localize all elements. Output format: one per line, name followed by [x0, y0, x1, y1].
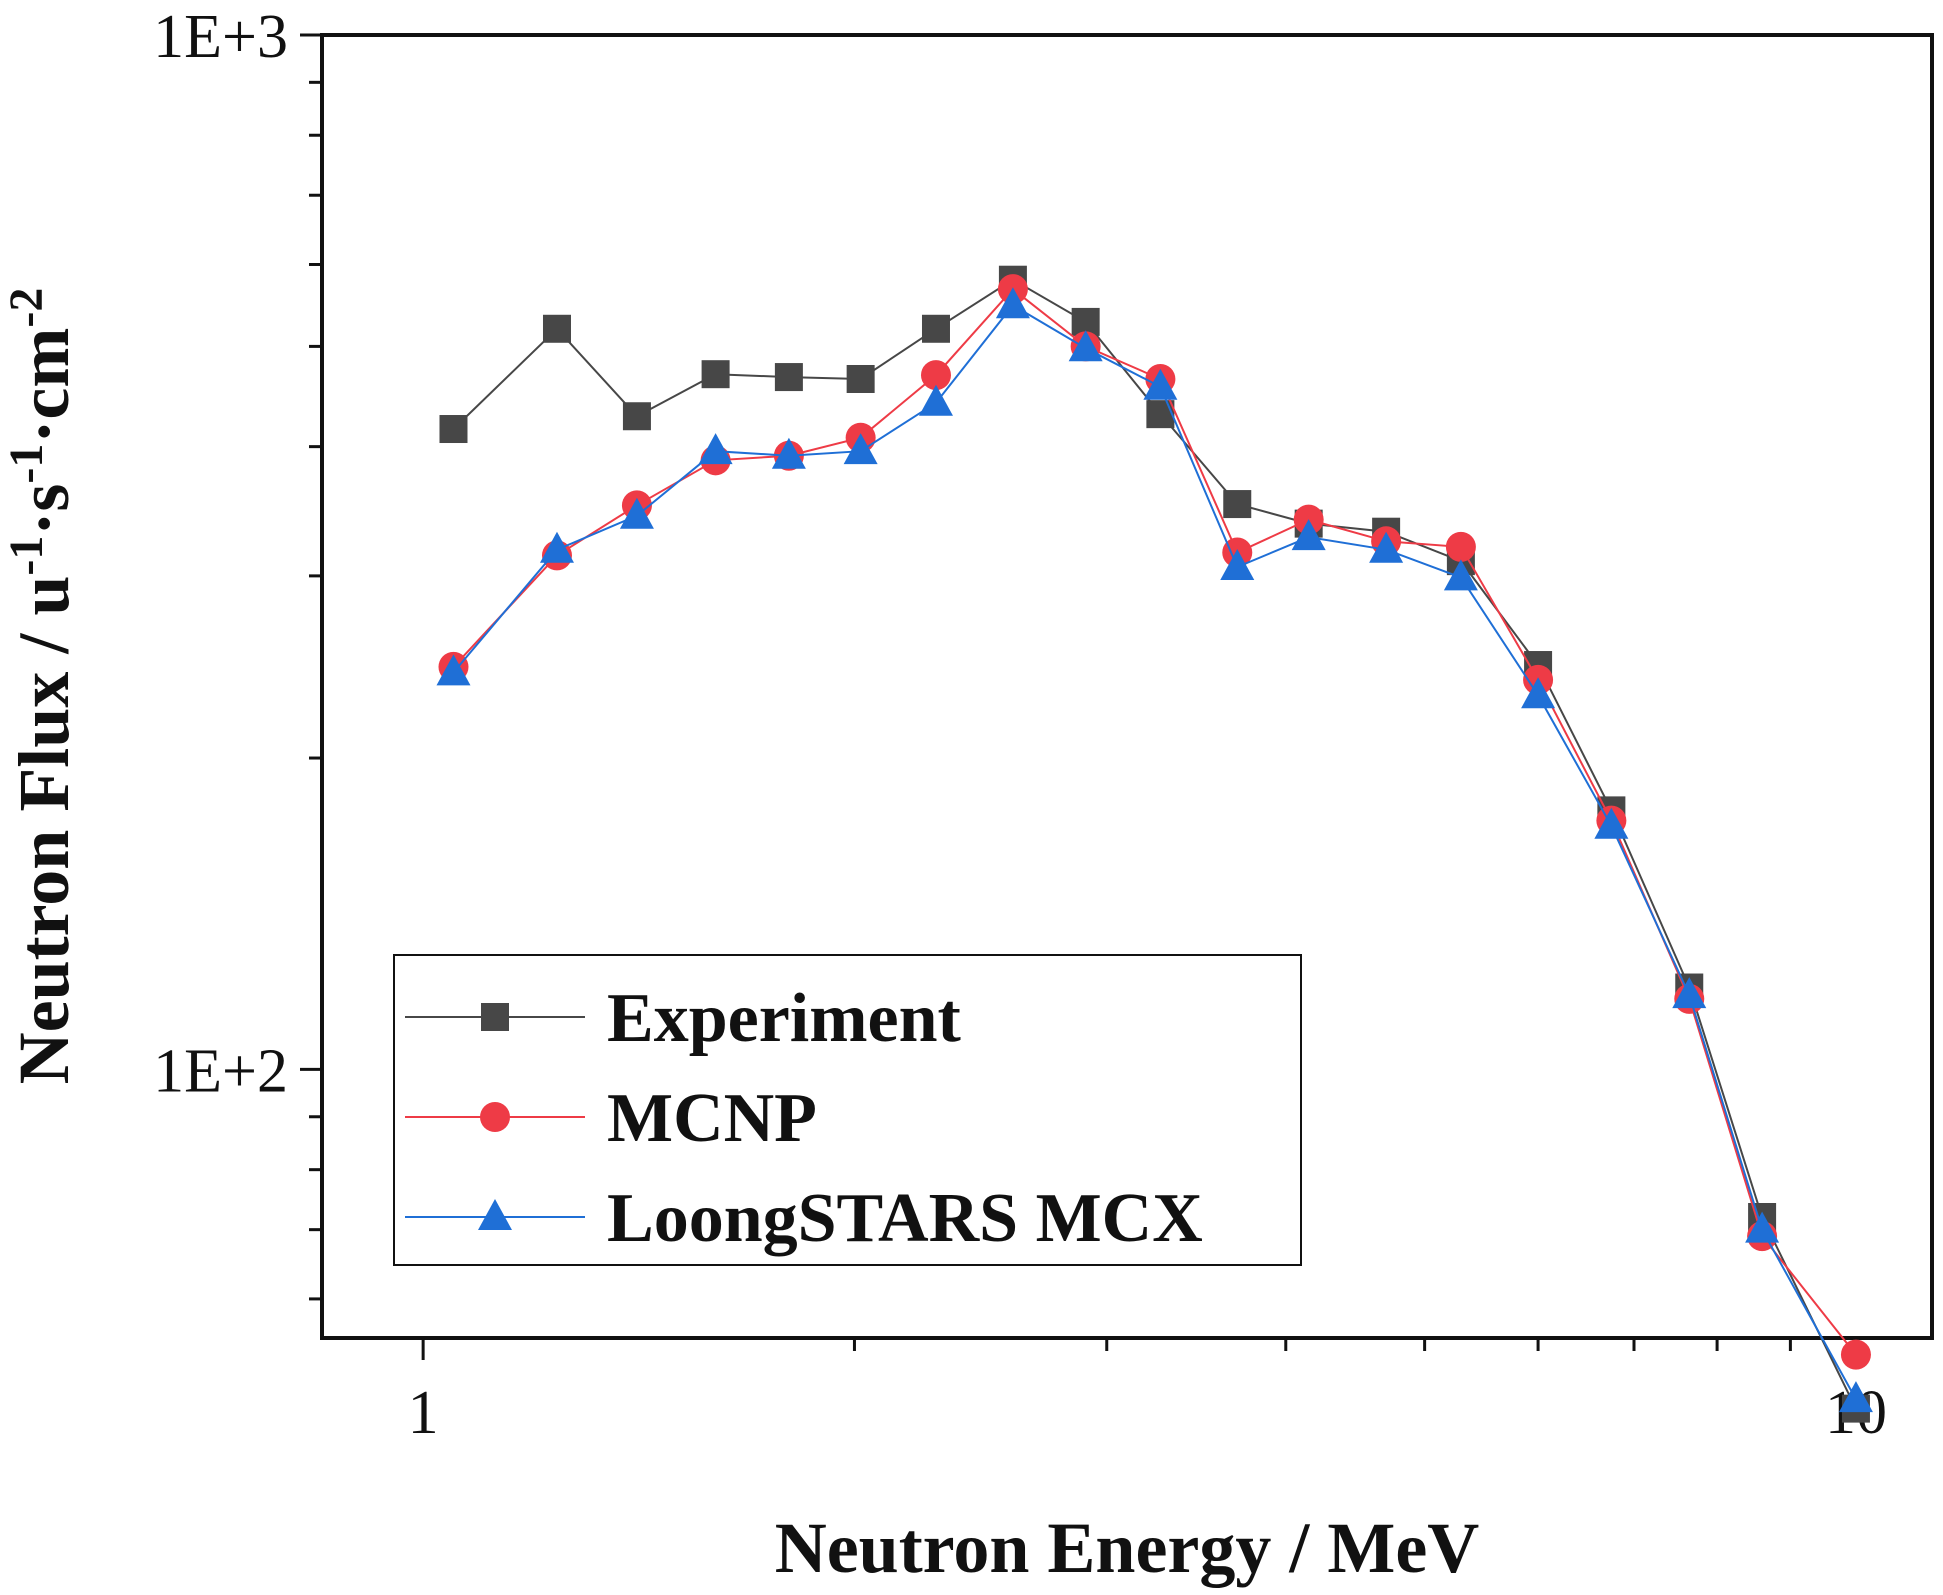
- data-point: [918, 384, 953, 416]
- y-axis-title-superscript: -2: [0, 288, 53, 328]
- data-point: [995, 287, 1030, 319]
- plot-area-frame: [320, 33, 1934, 1340]
- x-axis: 110: [408, 1338, 1887, 1447]
- data-point: [1443, 559, 1478, 591]
- data-point: [1143, 368, 1178, 400]
- legend-label: MCNP: [607, 1080, 817, 1157]
- data-point: [1369, 531, 1404, 563]
- series-layer: [436, 265, 1873, 1423]
- data-point: [542, 314, 571, 343]
- data-point: [846, 364, 875, 393]
- legend-marker: [481, 1003, 509, 1031]
- data-point: [701, 360, 730, 389]
- data-point: [771, 437, 806, 469]
- data-point: [1146, 400, 1175, 429]
- data-point: [1223, 490, 1252, 519]
- y-axis-title-part: ·cm: [4, 328, 84, 444]
- x-tick-label: 1: [408, 1379, 439, 1447]
- data-point: [1672, 977, 1707, 1009]
- legend-marker: [480, 1102, 510, 1132]
- data-point: [698, 433, 733, 465]
- data-point: [1594, 807, 1629, 839]
- data-point: [1220, 548, 1255, 580]
- legend-label: LoongSTARS MCX: [607, 1180, 1203, 1257]
- legend: Experiment MCNP LoongSTARS MCX: [393, 954, 1302, 1266]
- series-3: [436, 287, 1873, 1413]
- y-tick-label: 1E+3: [153, 3, 288, 71]
- y-axis-title-part: ·s: [4, 484, 84, 536]
- x-axis-title: Neutron Energy / MeV: [775, 1508, 1480, 1588]
- data-point: [436, 654, 471, 686]
- data-point: [1291, 519, 1326, 551]
- y-axis-title-superscript: -1: [0, 536, 53, 576]
- data-point: [843, 433, 878, 465]
- data-point: [1521, 677, 1556, 709]
- data-point: [439, 415, 468, 444]
- y-axis-title-part: Neutron Flux / u: [4, 576, 84, 1085]
- data-point: [539, 531, 574, 563]
- data-point: [619, 497, 654, 529]
- data-point: [622, 402, 651, 431]
- y-tick-label: 1E+2: [153, 1037, 288, 1105]
- data-point: [774, 363, 803, 392]
- data-point: [1838, 1381, 1873, 1413]
- y-axis: 1E+2 1E+3: [153, 3, 322, 1301]
- data-point: [1840, 1339, 1871, 1370]
- legend-marker: [478, 1199, 512, 1230]
- legend-box: [393, 954, 1302, 1266]
- data-point: [1068, 330, 1103, 362]
- y-axis-title: Neutron Flux / u-1·s-1·cm-2: [0, 288, 84, 1085]
- data-point: [1745, 1211, 1780, 1243]
- data-point: [920, 360, 951, 391]
- legend-label: Experiment: [607, 980, 961, 1057]
- data-point: [1445, 531, 1476, 562]
- data-point: [921, 314, 950, 343]
- y-axis-title-superscript: -1: [0, 444, 53, 484]
